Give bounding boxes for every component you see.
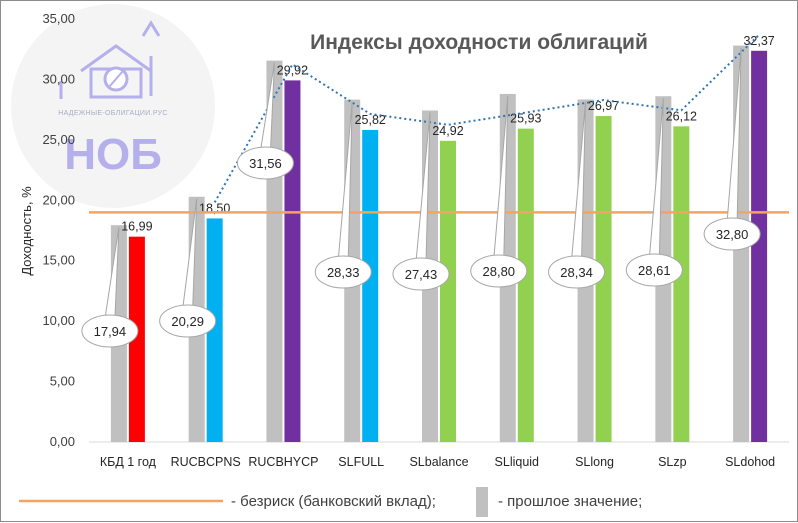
current-value-label: 24,92 [432, 124, 463, 138]
callout-bubble [159, 304, 217, 338]
previous-value-label: 28,34 [560, 265, 593, 280]
category-label: SLdohod [725, 455, 775, 469]
previous-value-label: 28,33 [327, 265, 360, 280]
category-label: SLFULL [338, 455, 384, 469]
watermark-caption: НАДЕЖНЫЕ-ОБЛИГАЦИИ.РУС [58, 110, 168, 117]
current-value-label: 16,99 [121, 220, 152, 234]
category-label: SLliquid [495, 455, 540, 469]
y-tick-label: 25,00 [42, 132, 75, 147]
callout-bubble [625, 253, 683, 287]
category-label: SLzp [658, 455, 687, 469]
current-value-label: 25,93 [510, 112, 541, 126]
current-bar [128, 236, 145, 442]
y-tick-label: 20,00 [42, 192, 75, 207]
y-tick-label: 15,00 [42, 253, 75, 268]
current-bar [595, 116, 612, 443]
callout-bubble [314, 255, 372, 289]
legend-previous-swatch [476, 487, 488, 517]
callout-bubble [470, 254, 528, 288]
y-tick-label: 35,00 [42, 11, 75, 26]
current-bar [362, 129, 379, 443]
legend-previous-text: - прошлое значение; [498, 493, 642, 510]
y-axis-ticks: 0,00 5,00 10,00 15,00 20,00 25,00 30,00 35,00 [42, 11, 75, 449]
previous-value-label: 27,43 [405, 267, 438, 282]
current-bar [206, 218, 223, 442]
watermark-logo: НАДЕЖНЫЕ-ОБЛИГАЦИИ.РУС НОБ [11, 4, 215, 208]
current-value-label: 26,12 [666, 109, 697, 123]
category-label: RUCBCPNS [171, 455, 241, 469]
callout-bubble [81, 314, 139, 348]
category-label: SLlong [575, 455, 614, 469]
current-bar [673, 126, 690, 443]
watermark-circle [11, 4, 215, 208]
y-tick-label: 0,00 [50, 434, 75, 449]
current-bar [517, 128, 534, 442]
category-label: RUCBHYCP [248, 455, 318, 469]
previous-value-label: 32,80 [716, 227, 749, 242]
y-tick-label: 5,00 [50, 374, 75, 389]
watermark-abbr: НОБ [64, 130, 162, 179]
house-percent-icon [59, 20, 161, 99]
callout-bubble [392, 257, 450, 291]
current-value-label: 26,97 [588, 99, 619, 113]
category-labels: КБД 1 год RUCBCPNS RUCBHYCP SLFULL SLbalance… [100, 455, 775, 469]
previous-value-callouts: 17,94 20,29 31,56 28,33 27,43 28,80 28,34 28,61… [81, 47, 761, 348]
previous-value-label: 31,56 [249, 156, 282, 171]
current-value-label: 32,37 [743, 34, 774, 48]
category-label: SLbalance [409, 455, 468, 469]
current-bar [284, 80, 301, 442]
y-axis-label: Доходность, % [19, 186, 34, 276]
y-tick-label: 30,00 [42, 71, 75, 86]
previous-value-label: 20,29 [171, 314, 204, 329]
current-bar [440, 140, 456, 442]
previous-value-label: 28,61 [638, 263, 671, 278]
current-value-label: 29,92 [277, 63, 308, 77]
current-bar [751, 50, 768, 442]
legend-risk-free-text: - безриск (банковский вклад); [231, 493, 436, 510]
previous-value-label: 17,94 [94, 324, 127, 339]
previous-value-label: 28,80 [483, 264, 516, 279]
callout-bubble [236, 146, 294, 180]
chart-title: Индексы доходности облигаций [310, 31, 648, 54]
legend: - безриск (банковский вклад); - прошлое … [19, 487, 642, 517]
category-label: КБД 1 год [100, 455, 157, 469]
current-value-label: 25,82 [355, 113, 386, 127]
callout-bubble [548, 255, 606, 289]
y-tick-label: 10,00 [42, 313, 75, 328]
callout-bubble [703, 217, 761, 251]
